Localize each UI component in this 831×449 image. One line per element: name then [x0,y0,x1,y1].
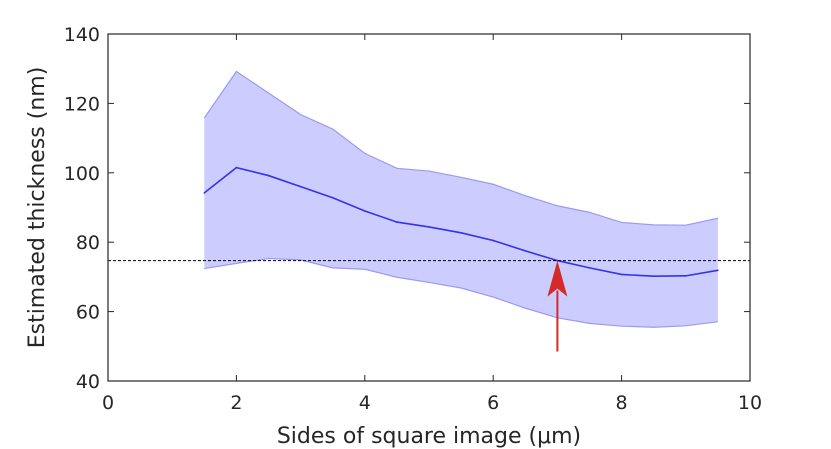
y-tick-label: 80 [76,232,100,254]
data-point [460,232,462,234]
arrow-head [547,260,568,297]
confidence-band-layer [203,70,719,328]
y-axis-label: Estimated thickness (nm) [25,67,50,349]
y-tick-label: 100 [64,163,100,185]
x-axis-label: Sides of square image (μm) [277,424,581,449]
x-tick-label: 2 [230,392,242,414]
data-point [492,239,495,242]
mean-line-layer [203,166,719,278]
data-point [685,275,687,277]
data-point [299,185,302,188]
data-point [396,221,398,223]
data-point [524,250,527,252]
data-point [652,275,655,278]
data-point [428,226,430,228]
confidence-band [204,71,718,328]
band-lower-edge [204,257,718,328]
data-point [203,192,206,194]
data-point [331,196,334,199]
x-tick-label: 10 [738,392,762,414]
data-point [588,267,591,269]
plot-frame [107,33,751,382]
x-tick-label: 6 [487,392,499,414]
data-point [364,210,366,212]
x-tick-label: 0 [102,392,114,414]
data-point [620,273,623,276]
band-upper-edge [203,70,719,226]
data-point [235,166,238,169]
y-tick-label: 60 [76,302,100,324]
x-tick-label: 4 [359,392,371,414]
data-point [717,269,719,272]
axis-ticks: 0 2 4 6 8 10 40 60 80 100 120 140 [64,24,762,414]
y-tick-label: 140 [64,24,100,46]
x-tick-label: 8 [616,392,628,414]
y-tick-label: 120 [64,93,100,115]
y-tick-label: 40 [76,371,100,393]
arrow-annotation-layer [547,260,568,352]
data-point [267,174,270,177]
